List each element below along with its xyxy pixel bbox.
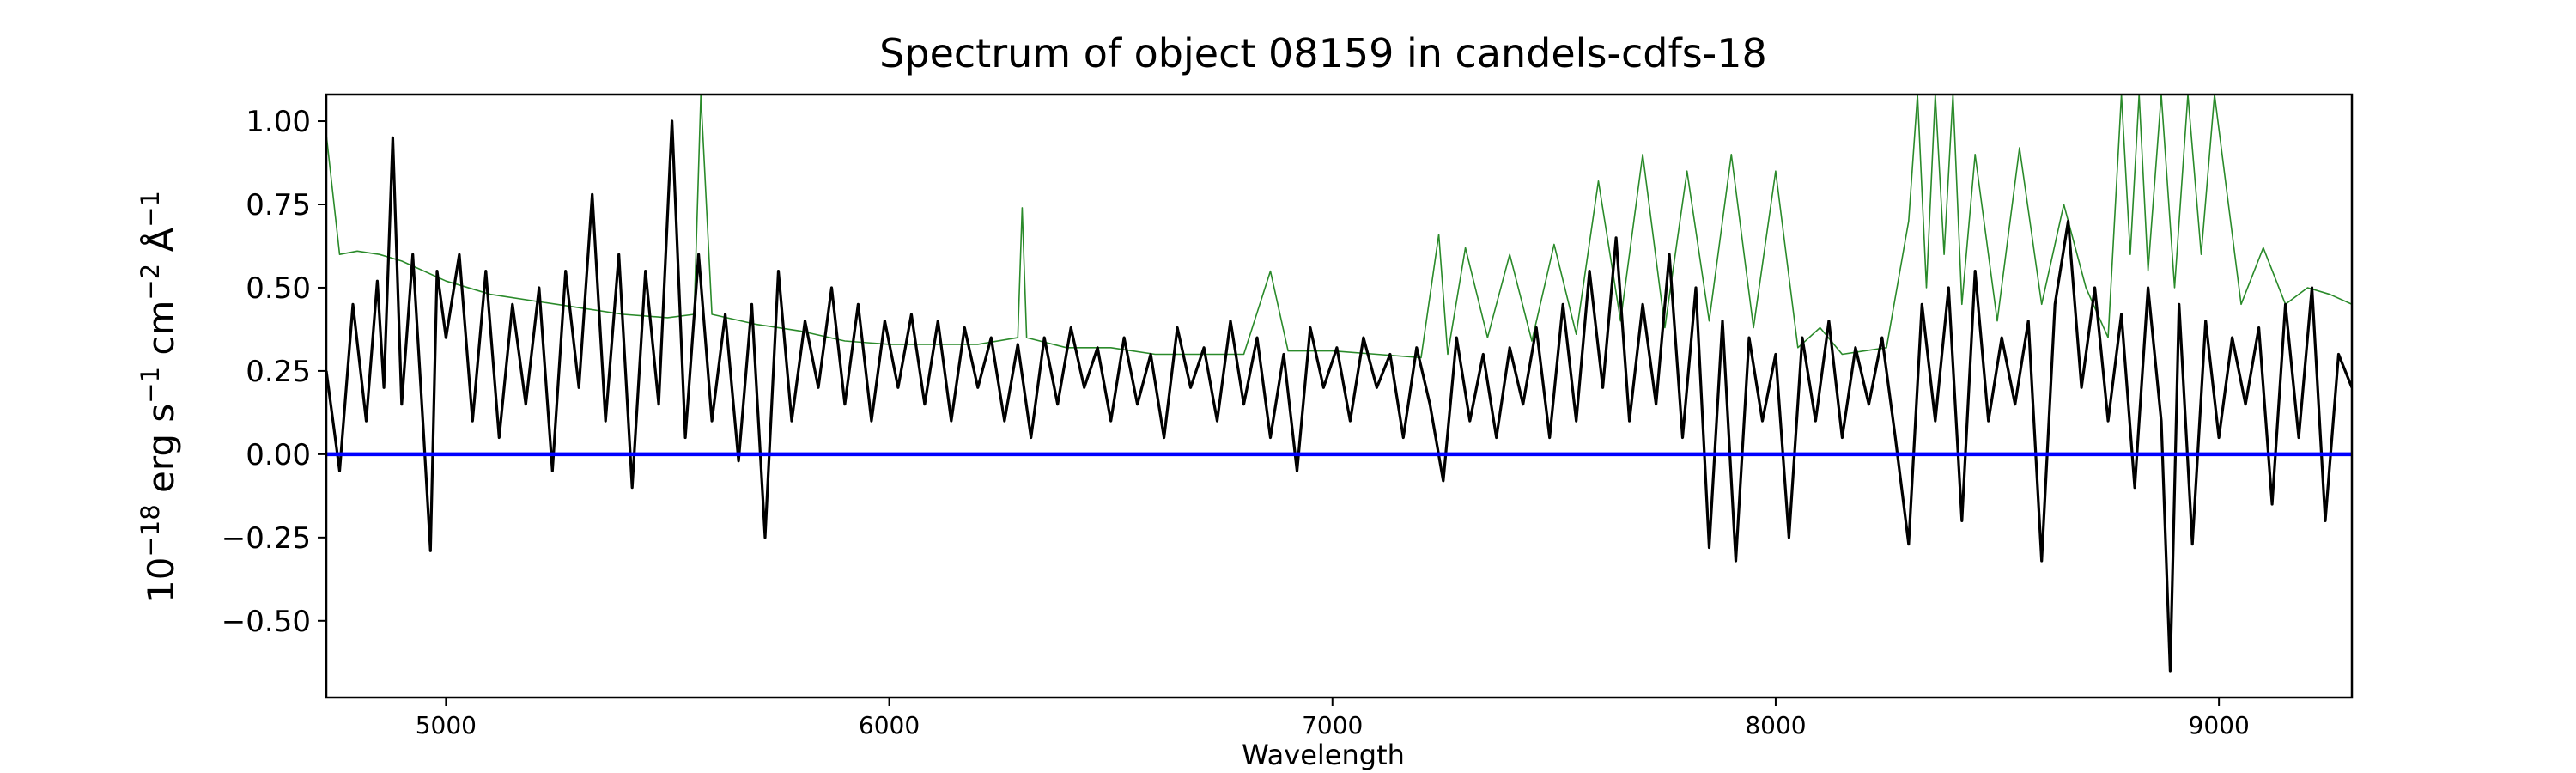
- y-axis-label-superscript: −1: [136, 191, 165, 228]
- y-axis-label-text: 10: [140, 557, 182, 603]
- series-layer: [326, 94, 2352, 673]
- y-tick-label: 0.00: [246, 438, 311, 472]
- x-axis-label: Wavelength: [1242, 739, 1405, 771]
- x-tick-label: 5000: [416, 711, 477, 740]
- x-tick-label: 9000: [2189, 711, 2250, 740]
- series-line-flux: [326, 119, 2352, 673]
- y-tick-label: 0.75: [246, 188, 311, 222]
- y-tick-label: 0.50: [246, 271, 311, 306]
- plot-frame: [325, 93, 2354, 699]
- x-tick-label: 8000: [1745, 711, 1806, 740]
- y-tick-label: 1.00: [246, 105, 311, 139]
- x-tick-label: 7000: [1302, 711, 1363, 740]
- y-axis-label-superscript: −1: [136, 367, 165, 404]
- y-axis-label-text: Å: [139, 228, 182, 264]
- y-axis-label-superscript: −2: [136, 264, 165, 301]
- series-line-error: [326, 94, 2352, 359]
- y-axis-label: 10−18 erg s−1 cm−2 Å−1: [136, 191, 182, 603]
- chart-title: Spectrum of object 08159 in candels-cdfs…: [879, 30, 1767, 76]
- y-tick-label: −0.25: [222, 521, 311, 556]
- x-tick-label: 6000: [859, 711, 920, 740]
- x-axis: 5000 6000 7000 8000 9000: [416, 697, 2250, 740]
- y-tick-label: −0.50: [222, 605, 311, 639]
- y-axis-label-text: erg s: [140, 404, 182, 505]
- y-axis-label-text: cm: [140, 301, 182, 367]
- y-axis: −0.50 −0.25 0.00 0.25 0.50 0.75 1.00: [222, 105, 326, 639]
- y-axis-label-superscript: −18: [136, 504, 165, 557]
- y-tick-label: 0.25: [246, 355, 311, 389]
